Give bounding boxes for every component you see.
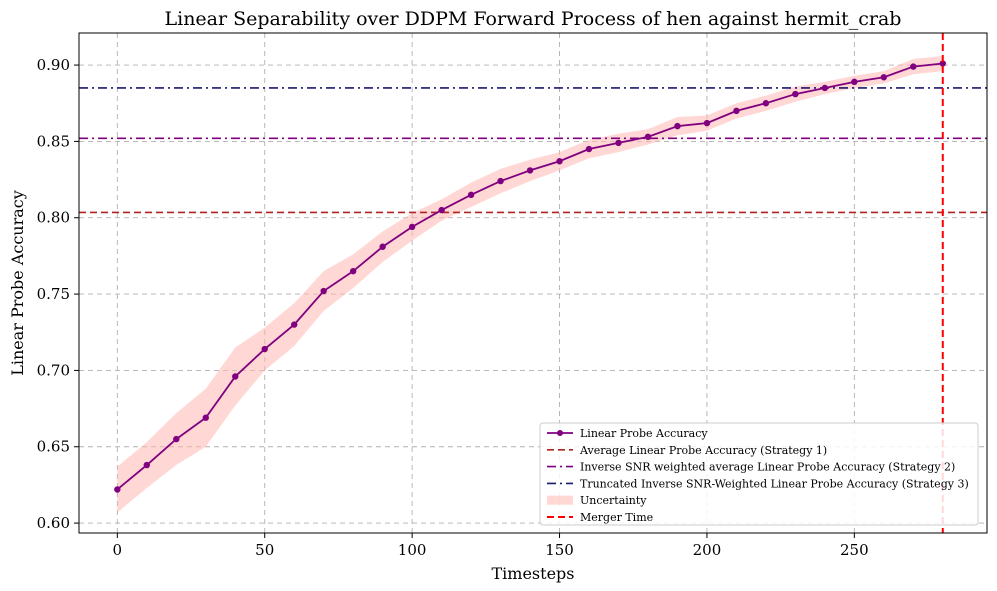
legend-swatch-uncertainty	[547, 495, 573, 505]
data-point	[232, 373, 239, 380]
x-tick-label: 150	[545, 541, 574, 559]
data-point	[408, 223, 416, 231]
x-tick-label: 250	[840, 541, 869, 559]
legend-label: Average Linear Probe Accuracy (Strategy …	[579, 444, 827, 457]
data-point	[644, 133, 652, 141]
data-point	[497, 177, 504, 185]
data-point	[733, 107, 740, 115]
data-point	[173, 435, 180, 443]
data-point	[114, 486, 121, 493]
x-tick-label: 0	[113, 541, 123, 559]
data-point	[615, 139, 622, 147]
y-tick-label: 0.80	[37, 209, 70, 227]
data-point	[939, 60, 946, 67]
reference-lines	[79, 87, 987, 214]
legend-label: Linear Probe Accuracy	[580, 427, 708, 440]
chart-title: Linear Separability over DDPM Forward Pr…	[165, 8, 902, 30]
y-tick-label: 0.90	[37, 56, 70, 74]
data-point	[821, 84, 829, 92]
data-point	[202, 414, 209, 421]
legend-marker-accuracy	[557, 430, 563, 436]
plot-frame	[78, 32, 988, 534]
data-point	[762, 100, 770, 107]
legend-label: Inverse SNR weighted average Linear Prob…	[580, 461, 955, 474]
legend-label: Merger Time	[580, 511, 653, 524]
y-tick-label: 0.65	[37, 438, 70, 456]
data-point	[556, 158, 563, 165]
x-tick-label: 50	[255, 541, 274, 559]
y-tick-label: 0.70	[37, 361, 70, 379]
data-point	[379, 243, 386, 250]
data-point	[703, 119, 711, 127]
data-point	[585, 145, 593, 153]
data-point	[261, 345, 268, 353]
data-point	[851, 78, 858, 86]
data-point	[467, 191, 475, 199]
data-point	[526, 167, 534, 174]
data-point	[880, 74, 888, 81]
data-point	[320, 287, 327, 295]
data-point	[143, 461, 151, 469]
y-tick-label: 0.75	[37, 285, 70, 303]
legend-label: Uncertainty	[580, 494, 647, 507]
data-point	[792, 90, 799, 98]
legend-box	[539, 422, 979, 526]
data-point	[349, 267, 357, 275]
x-tick-label: 100	[398, 541, 427, 559]
y-axis-label: Linear Probe Accuracy	[8, 190, 27, 376]
series-layer	[114, 60, 946, 493]
legend: Linear Probe Accuracy Average Linear Prob…	[539, 422, 979, 526]
data-point	[291, 321, 298, 328]
data-point	[910, 63, 917, 70]
y-tick-label: 0.85	[37, 132, 70, 150]
x-tick-label: 200	[693, 541, 722, 559]
y-tick-label: 0.60	[37, 514, 70, 532]
legend-label: Truncated Inverse SNR-Weighted Linear Pr…	[580, 477, 969, 490]
data-point	[674, 122, 681, 130]
x-axis-label: Timesteps	[492, 564, 575, 583]
data-point	[438, 206, 445, 214]
axis-ticks: 0 50 100 150 200 250 0.60 0.65 0.70 0.75 0.80 0.85 0…	[37, 56, 869, 559]
